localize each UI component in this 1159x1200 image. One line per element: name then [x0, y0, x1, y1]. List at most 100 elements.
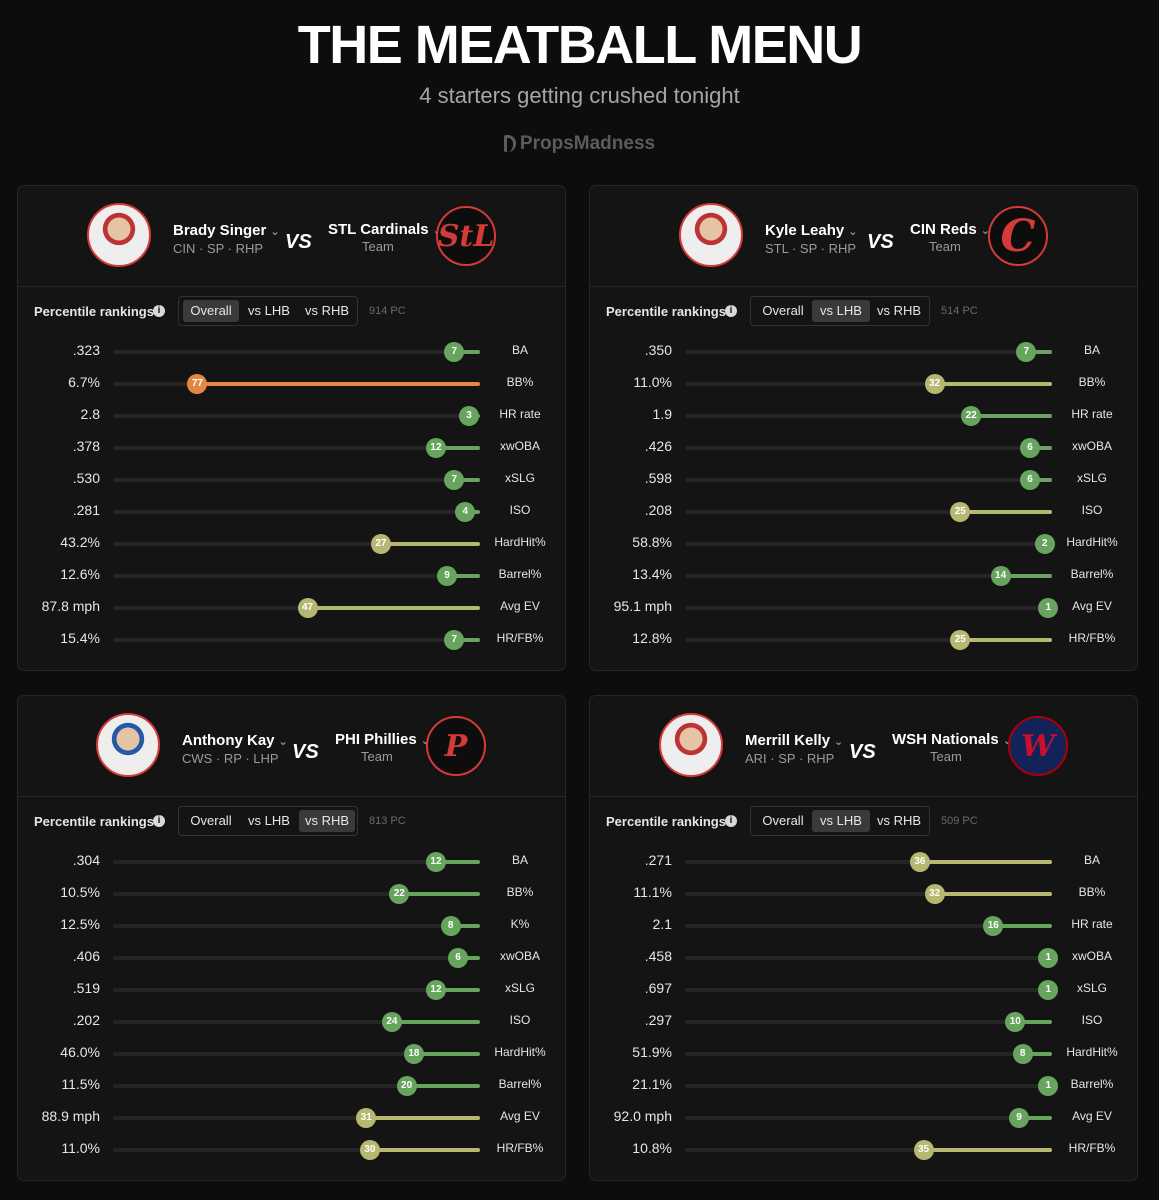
percentile-badge: 7 — [1016, 342, 1037, 362]
percentile-fill — [307, 606, 480, 610]
team-sub-label: Team — [929, 239, 961, 254]
percentile-track — [685, 1020, 1052, 1024]
stat-row: 58.8% 2 HardHit% — [590, 528, 1137, 558]
percentile-track — [685, 382, 1052, 386]
tab-overall[interactable]: Overall — [762, 303, 804, 318]
percentile-track — [113, 1020, 480, 1024]
stat-row: .297 10 ISO — [590, 1006, 1137, 1036]
tab-vs-lhb[interactable]: vs LHB — [812, 300, 870, 322]
team-selector[interactable]: STL Cardinals⌄ — [328, 221, 442, 238]
matchup-card: Anthony Kay ⌄ CWS · RP · LHP VS PHI Phillies… — [17, 695, 566, 1181]
percentile-track — [685, 606, 1052, 610]
player-selector[interactable]: Merrill Kelly ⌄ — [745, 732, 843, 749]
info-icon[interactable]: i — [725, 305, 737, 317]
info-icon[interactable]: i — [153, 305, 165, 317]
percentile-fill — [934, 382, 1052, 386]
player-meta: STL · SP · RHP — [765, 241, 857, 256]
team-selector[interactable]: PHI Phillies ⌄ — [335, 731, 430, 748]
info-icon[interactable]: i — [153, 815, 165, 827]
stat-value: 11.0% — [633, 374, 672, 390]
percentile-badge: 6 — [447, 948, 468, 968]
percentile-rankings-label: Percentile rankings — [34, 814, 154, 829]
player-selector[interactable]: Kyle Leahy ⌄ — [765, 222, 857, 239]
stat-label: ISO — [1081, 503, 1103, 517]
stat-row: 2.8 3 HR rate — [18, 400, 565, 430]
vs-label: VS — [285, 231, 312, 253]
stat-value: 10.5% — [60, 884, 100, 900]
matchup-card: Brady Singer ⌄ CIN · SP · RHP VS STL Cardina… — [17, 185, 566, 671]
stat-label: HardHit% — [494, 1045, 546, 1059]
tab-overall[interactable]: Overall — [183, 300, 239, 322]
stat-row: .426 6 xwOBA — [590, 432, 1137, 462]
tab-vs-rhb[interactable]: vs RHB — [304, 303, 350, 318]
player-selector[interactable]: Brady Singer ⌄ — [173, 222, 280, 239]
stat-label: HR/FB% — [496, 631, 544, 645]
pitch-count: 509 PC — [941, 815, 978, 827]
player-selector[interactable]: Anthony Kay ⌄ — [182, 732, 288, 749]
tab-vs-lhb[interactable]: vs LHB — [248, 303, 290, 318]
stat-row: .350 7 BA — [590, 336, 1137, 366]
split-tabs: Overall vs LHB vs RHB — [750, 296, 930, 326]
stat-row: 87.8 mph 47 Avg EV — [18, 592, 565, 622]
tab-vs-lhb[interactable]: vs LHB — [812, 810, 870, 832]
stat-row: 12.8% 25 HR/FB% — [590, 624, 1137, 654]
percentile-badge: 12 — [425, 438, 446, 458]
percentile-track — [113, 1052, 480, 1056]
percentile-fill — [960, 510, 1052, 514]
percentile-track — [685, 414, 1052, 418]
percentile-track — [685, 350, 1052, 354]
team-selector[interactable]: CIN Reds ⌄ — [910, 221, 990, 238]
percentile-fill — [454, 350, 480, 354]
tab-vs-rhb[interactable]: vs RHB — [299, 810, 355, 832]
percentile-fill — [446, 574, 480, 578]
percentile-fill — [369, 1148, 480, 1152]
stat-label: xwOBA — [1071, 949, 1112, 963]
stat-value: .458 — [644, 948, 672, 964]
percentile-badge: 6 — [1019, 438, 1040, 458]
tab-overall[interactable]: Overall — [190, 813, 232, 828]
pitch-count: 813 PC — [369, 815, 406, 827]
chevron-down-icon: ⌄ — [278, 736, 288, 748]
stat-value: 11.5% — [61, 1076, 100, 1092]
percentile-track — [113, 414, 480, 418]
stat-value: .426 — [644, 438, 672, 454]
percentile-badge: 10 — [1005, 1012, 1026, 1032]
percentile-track — [685, 956, 1052, 960]
brand-logo: PropsMadness — [0, 133, 1159, 155]
card-header: Kyle Leahy ⌄ STL · SP · RHP VS CIN Reds ⌄ Team… — [590, 186, 1137, 287]
percentile-track — [685, 478, 1052, 482]
team-name: PHI Phillies — [335, 731, 417, 748]
card-header: Anthony Kay ⌄ CWS · RP · LHP VS PHI Phillies… — [18, 696, 565, 797]
stat-label: BB% — [506, 375, 534, 389]
percentile-badge: 35 — [913, 1140, 934, 1160]
stat-value: 12.5% — [60, 916, 100, 932]
team-selector[interactable]: WSH Nationals ⌄ — [892, 731, 1012, 748]
tab-vs-rhb[interactable]: vs RHB — [876, 303, 922, 318]
player-avatar — [659, 713, 723, 777]
tab-overall[interactable]: Overall — [762, 813, 804, 828]
percentile-badge: 3 — [458, 406, 479, 426]
percentile-track — [685, 446, 1052, 450]
percentile-badge: 7 — [444, 470, 465, 490]
stat-row: 88.9 mph 31 Avg EV — [18, 1102, 565, 1132]
tab-vs-lhb[interactable]: vs LHB — [248, 813, 290, 828]
stat-value: .297 — [644, 1012, 672, 1028]
stat-value: 12.6% — [60, 566, 100, 582]
info-icon[interactable]: i — [725, 815, 737, 827]
stat-row: .530 7 xSLG — [18, 464, 565, 494]
tab-vs-rhb[interactable]: vs RHB — [876, 813, 922, 828]
team-sub-label: Team — [362, 239, 394, 254]
stat-value: 15.4% — [60, 630, 100, 646]
stat-value: 13.4% — [632, 566, 672, 582]
stat-row: 2.1 16 HR rate — [590, 910, 1137, 940]
stat-value: 12.8% — [632, 630, 672, 646]
stat-row: 11.0% 30 HR/FB% — [18, 1134, 565, 1164]
percentile-badge: 14 — [990, 566, 1011, 586]
stat-row: 11.0% 32 BB% — [590, 368, 1137, 398]
stat-label: HardHit% — [1066, 1045, 1118, 1059]
percentile-badge: 16 — [983, 916, 1004, 936]
chevron-down-icon: ⌄ — [270, 226, 280, 238]
stat-row: .519 12 xSLG — [18, 974, 565, 1004]
stat-value: 11.0% — [61, 1140, 100, 1156]
stat-row: .406 6 xwOBA — [18, 942, 565, 972]
